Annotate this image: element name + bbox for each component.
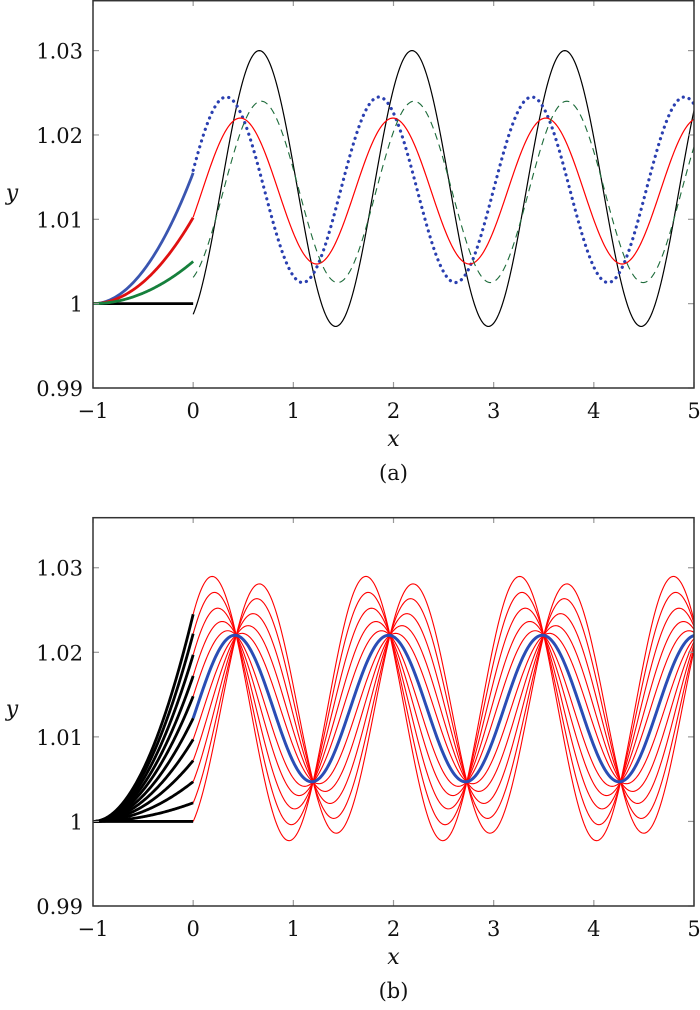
series-2-line — [192, 117, 694, 265]
y-tick-label: 1.02 — [36, 641, 83, 665]
panel-caption: (a) — [379, 461, 408, 485]
x-tick-label: 2 — [387, 399, 400, 423]
x-tick-label: 5 — [687, 399, 700, 423]
x-tick-label: −1 — [78, 917, 109, 941]
family-curve — [192, 620, 694, 797]
highlighted-curve — [191, 633, 694, 784]
axes-frame — [92, 0, 695, 389]
x-tick-label: 1 — [287, 399, 300, 423]
series-1-line — [191, 95, 694, 285]
y-axis-label: y — [5, 181, 19, 206]
family-curve — [192, 598, 694, 819]
x-tick-label: 4 — [587, 399, 600, 423]
family-curve — [192, 607, 694, 810]
family-curve — [192, 575, 694, 842]
y-tick-label: 1.01 — [36, 208, 83, 232]
family-curve — [192, 613, 694, 804]
y-tick-label: 1.01 — [36, 726, 83, 750]
x-axis-label: x — [387, 427, 400, 452]
x-tick-label: 3 — [487, 399, 500, 423]
initial-segment — [93, 717, 195, 823]
y-tick-label: 0.99 — [36, 377, 83, 401]
family-curve — [192, 625, 694, 792]
y-tick-label: 0.99 — [36, 895, 83, 919]
axes-frame — [92, 516, 695, 907]
family-curve — [192, 591, 694, 826]
x-tick-label: −1 — [78, 399, 109, 423]
y-tick-label: 1 — [70, 810, 83, 834]
panel-caption: (b) — [379, 979, 409, 1003]
x-tick-label: 0 — [186, 399, 199, 423]
x-tick-label: 4 — [587, 917, 600, 941]
y-tick-label: 1.03 — [36, 40, 83, 64]
series-3-line — [192, 100, 694, 284]
y-tick-label: 1.03 — [36, 557, 83, 581]
x-axis-label: x — [387, 945, 400, 970]
y-axis-label: y — [5, 697, 19, 722]
family-curve — [192, 630, 694, 787]
series-1-initial-segment — [93, 172, 195, 306]
chart-panel-b: −1 0 1 2 3 4 5 0.99 1 1.01 1.02 1.03 x y (b) — [5, 516, 700, 1003]
chart-panel-a: −1 0 1 2 3 4 5 0.99 1 1.01 1.02 1.03 x y (a) — [5, 0, 700, 485]
x-tick-label: 5 — [687, 917, 700, 941]
series-3-initial-segment — [93, 260, 195, 306]
x-tick-label: 3 — [487, 917, 500, 941]
x-tick-label: 2 — [387, 917, 400, 941]
plot-area — [93, 575, 694, 842]
y-tick-label: 1 — [70, 293, 83, 317]
x-tick-label: 1 — [287, 917, 300, 941]
y-tick-label: 1.02 — [36, 124, 83, 148]
x-tick-label: 0 — [186, 917, 199, 941]
family-curve — [192, 583, 694, 834]
series-0-line — [192, 50, 694, 328]
family-curve — [192, 632, 694, 785]
plot-area — [93, 50, 694, 328]
series-2-initial-segment — [93, 216, 195, 306]
